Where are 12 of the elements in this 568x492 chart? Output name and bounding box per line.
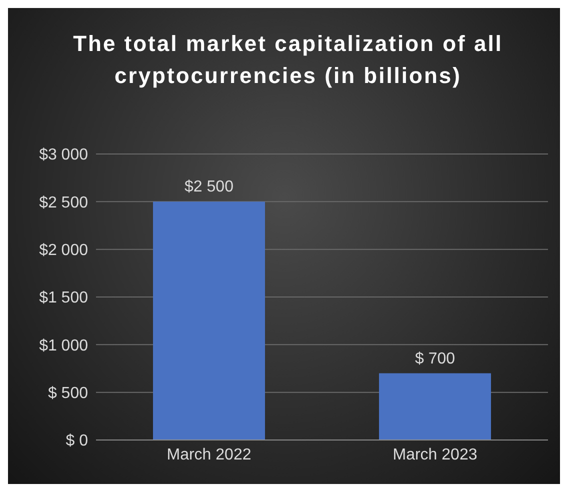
chart-title: The total market capitalization of all cryptocurrencies (in billions) [72, 30, 504, 90]
y-tick-label: $3 000 [39, 146, 88, 164]
x-tick-label: March 2022 [166, 446, 252, 464]
y-tick-label: $1 500 [39, 290, 88, 307]
data-label: $ 700 [414, 350, 456, 368]
y-tick-label: $ 500 [48, 385, 88, 402]
y-tick-label: $1 000 [39, 337, 88, 354]
x-tick-label: March 2023 [392, 446, 478, 464]
y-tick-label: $ 0 [66, 432, 88, 450]
data-label: $2 500 [184, 178, 234, 196]
y-tick-label: $2 500 [39, 194, 88, 212]
y-tick-label: $2 000 [39, 242, 88, 260]
